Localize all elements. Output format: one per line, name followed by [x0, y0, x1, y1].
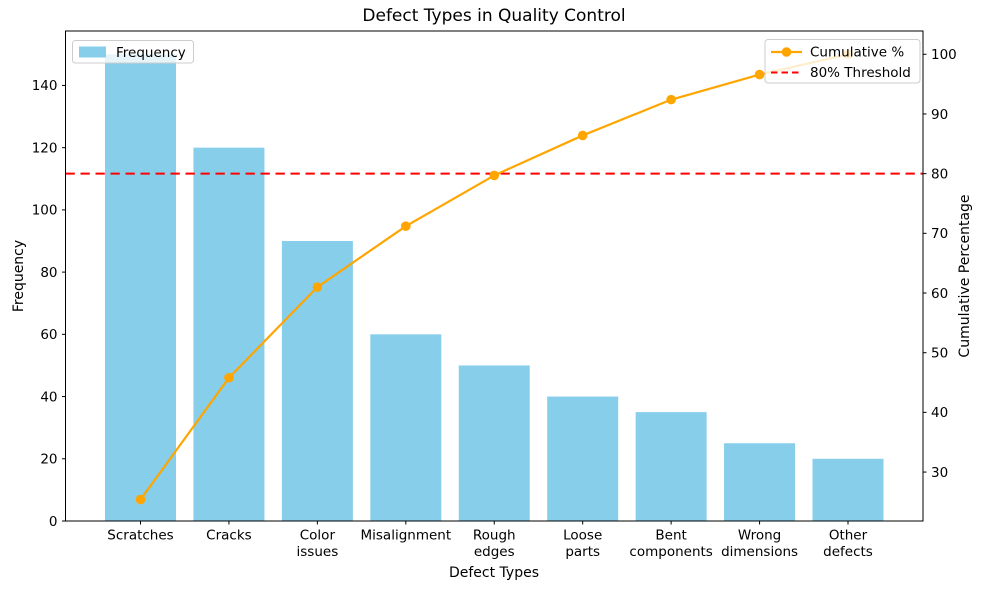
cumulative-marker-cracks: [224, 372, 234, 383]
right-y-tick-label: 90: [931, 107, 948, 123]
bar-rough-edges: [458, 365, 530, 521]
legend-frequency-label: Frequency: [116, 45, 186, 61]
right-y-tick-label: 100: [931, 47, 957, 63]
x-tick-label-loose-parts: Loose parts: [563, 528, 602, 561]
left-y-tick-label: 0: [49, 514, 58, 530]
bar-loose-parts: [547, 396, 619, 521]
left-y-tick-label: 20: [40, 452, 57, 468]
left-y-tick-label: 120: [32, 140, 58, 156]
right-y-axis-label: Cumulative Percentage: [957, 194, 973, 357]
cumulative-marker-misalignment: [401, 221, 411, 231]
frequency-bars-layer: [105, 54, 884, 521]
legend-frequency: Frequency: [72, 40, 194, 64]
x-tick-label-cracks: Cracks: [206, 528, 252, 544]
bar-wrong-dimensions: [724, 443, 796, 521]
cumulative-marker-icon: [781, 47, 792, 57]
left-y-tick-label: 80: [40, 265, 57, 281]
bar-bent-components: [635, 412, 707, 521]
left-y-tick-label: 60: [40, 327, 57, 343]
cumulative-marker-loose-parts: [577, 130, 588, 141]
x-tick-label-misalignment: Misalignment: [360, 528, 451, 544]
right-y-tick-label: 50: [931, 345, 948, 361]
left-y-axis-label: Frequency: [11, 240, 27, 312]
x-tick-label-rough-edges: Rough edges: [473, 528, 516, 561]
bar-other-defects: [812, 458, 884, 521]
legend-cumulative: Cumulative % 80% Threshold: [764, 39, 921, 84]
frequency-swatch-icon: [79, 46, 106, 58]
right-y-tick-label: 60: [931, 286, 948, 302]
chart-title: Defect Types in Quality Control: [362, 6, 625, 26]
right-y-tick-label: 80: [931, 166, 948, 182]
cumulative-marker-color-issues: [312, 282, 323, 292]
legend-cumulative-label: Cumulative %: [810, 45, 904, 61]
bar-misalignment: [370, 334, 442, 521]
cumulative-marker-wrong-dimensions: [754, 69, 765, 80]
left-y-tick-label: 100: [32, 203, 58, 219]
legend-threshold-label: 80% Threshold: [810, 65, 911, 81]
cumulative-marker-rough-edges: [489, 170, 500, 181]
cumulative-marker-scratches: [135, 494, 146, 505]
left-y-tick-label: 140: [32, 78, 58, 94]
cumulative-marker-bent-components: [666, 94, 676, 105]
cumulative-line-layer: [135, 49, 853, 505]
right-y-tick-label: 70: [931, 226, 948, 242]
x-tick-label-color-issues: Color issues: [297, 528, 339, 561]
x-axis-label: Defect Types: [449, 565, 539, 581]
legend-cumulative-box: [764, 39, 921, 84]
axes-ticks-layer: 0 20 40 60 80 100 120 140 30 40 50 60 70 80 90 100 Scrat…: [32, 47, 957, 560]
x-tick-label-wrong-dimensions: Wrong dimensions: [721, 528, 798, 561]
x-tick-label-scratches: Scratches: [107, 528, 173, 544]
bar-cracks: [193, 147, 265, 521]
bar-scratches: [105, 54, 176, 521]
x-tick-label-other-defects: Other defects: [823, 528, 873, 561]
right-y-tick-label: 40: [931, 405, 948, 421]
left-y-tick-label: 40: [40, 389, 57, 405]
right-y-tick-label: 30: [931, 465, 948, 481]
x-tick-label-bent-components: Bent components: [629, 528, 712, 561]
